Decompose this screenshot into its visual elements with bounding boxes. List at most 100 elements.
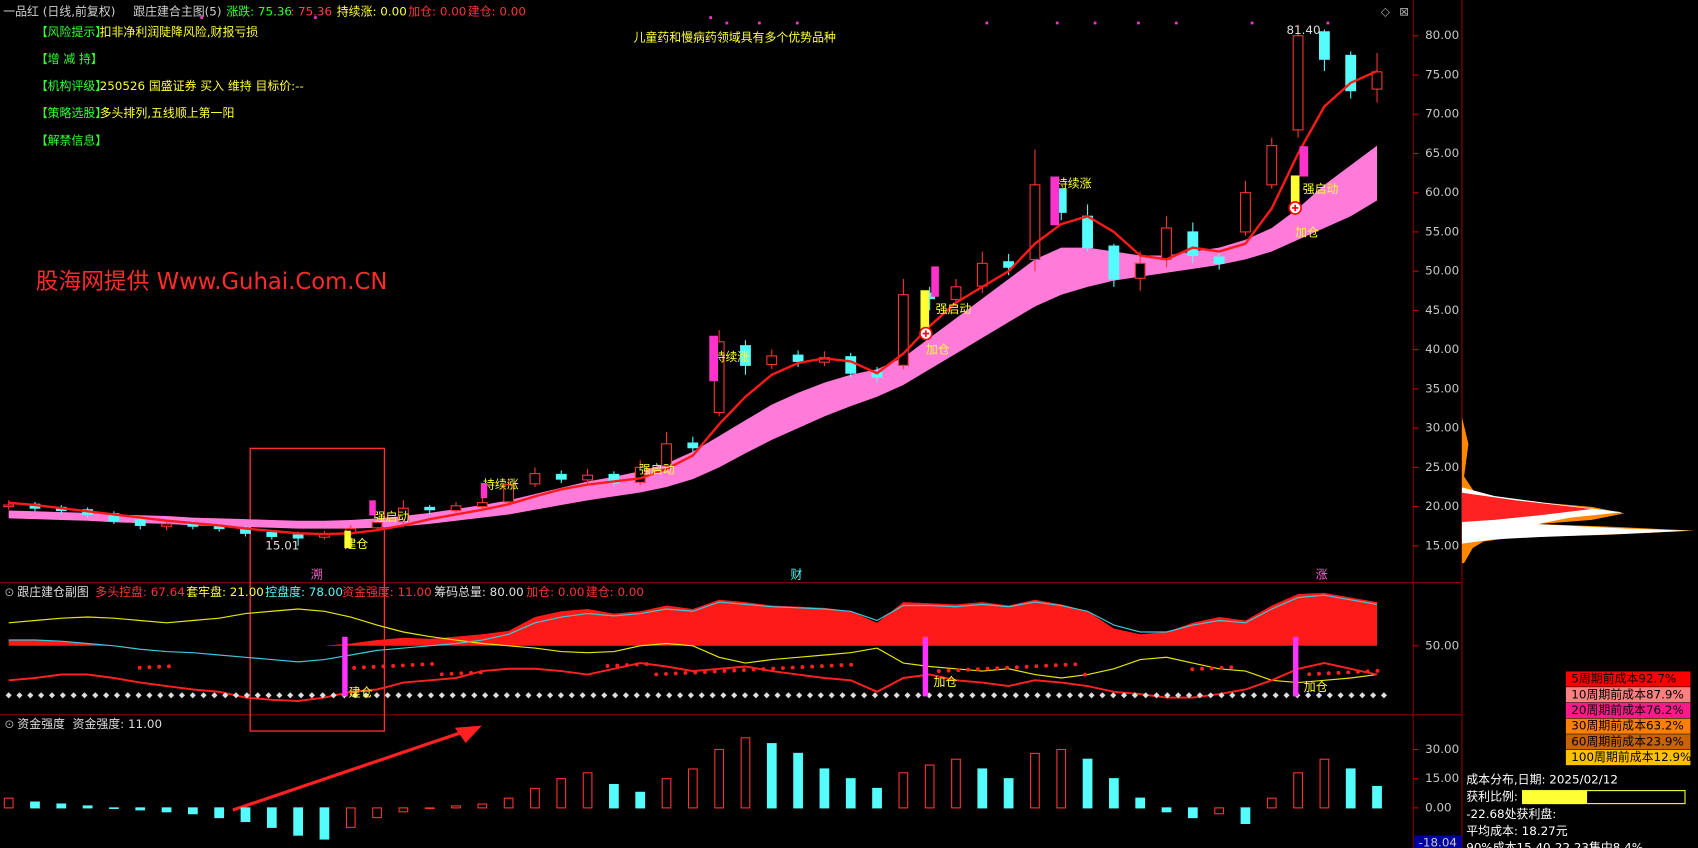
strength-bar xyxy=(1109,778,1119,809)
strength-bar xyxy=(135,807,146,811)
legend-entry: 5周期前成本92.7% xyxy=(1571,672,1676,686)
red-dot xyxy=(361,665,366,670)
panel-icon[interactable]: ⊙ xyxy=(4,717,14,731)
indicator-line xyxy=(8,594,1378,663)
strength-bar xyxy=(1030,752,1040,809)
strength-bar xyxy=(1187,807,1198,819)
diamond-dot xyxy=(915,692,922,699)
strength-bar xyxy=(609,783,619,809)
annotation: 财 xyxy=(791,568,803,582)
red-dot xyxy=(1034,664,1039,669)
candle-body xyxy=(3,504,15,508)
strength-bar xyxy=(1319,758,1330,809)
signal-dot xyxy=(314,16,317,19)
candle-body xyxy=(1082,215,1093,249)
red-dot xyxy=(644,662,649,666)
arrow-head xyxy=(454,725,482,743)
red-dot xyxy=(1083,672,1088,677)
header-item: 一品红 (日线,前复权) xyxy=(3,4,115,18)
candle-body xyxy=(582,474,594,481)
candle-body xyxy=(687,442,699,449)
red-dot xyxy=(1365,669,1370,674)
candle-body xyxy=(555,473,567,480)
diamond-dot xyxy=(633,692,640,699)
note-text: 多头排列,五线顺上第一阳 xyxy=(100,106,235,120)
annotation: 强启动 xyxy=(374,510,410,524)
annotation: 强启动 xyxy=(1303,182,1339,196)
strength-bar xyxy=(766,743,777,809)
red-dot xyxy=(1014,665,1019,670)
diamond-dot xyxy=(1185,692,1193,699)
red-dot xyxy=(985,666,990,671)
red-dot xyxy=(849,662,854,667)
red-dot xyxy=(1209,666,1214,671)
strength-bar xyxy=(635,791,646,809)
diamond-dot xyxy=(882,692,889,699)
y-tick-label: 50.00 xyxy=(1425,638,1459,652)
cost-band xyxy=(8,145,1378,529)
headline: 儿童药和慢病药领域具有多个优势品种 xyxy=(634,30,836,44)
annotation: 加仓 xyxy=(933,675,957,689)
arrow xyxy=(232,729,467,812)
collapse-icon[interactable]: ◇ xyxy=(1381,4,1391,18)
panel-item: 筹码总量: 80.00 xyxy=(434,585,524,599)
strength-bar xyxy=(1266,797,1277,809)
strength-bar xyxy=(740,737,751,809)
diamond-dot xyxy=(1380,692,1388,699)
candle-body xyxy=(134,519,146,526)
candle-body xyxy=(897,294,909,366)
y-tick-label: 0.00 xyxy=(1425,800,1452,814)
diamond-dot xyxy=(1164,692,1171,699)
red-dot xyxy=(839,663,844,668)
diamond-dot xyxy=(1196,692,1203,699)
annotation: 加仓 xyxy=(1304,680,1328,694)
red-dot xyxy=(771,666,776,671)
red-dot xyxy=(1317,671,1321,676)
signal-dot xyxy=(985,21,989,25)
signal-bar xyxy=(931,266,939,297)
red-dot xyxy=(1044,663,1049,668)
signal-bar xyxy=(1050,176,1060,226)
panel-title: 资金强度 xyxy=(17,717,65,731)
strength-bar xyxy=(266,807,277,828)
red-dot xyxy=(1229,665,1234,670)
candle-body xyxy=(1240,192,1251,233)
panel-icon[interactable]: ⊙ xyxy=(4,585,14,599)
annotation: 涨 xyxy=(1316,568,1328,582)
red-dot xyxy=(400,663,405,668)
annotation: 15.01 xyxy=(265,538,299,552)
signal-dot xyxy=(1055,21,1059,25)
red-dot xyxy=(732,668,737,673)
y-tick-label: 60.00 xyxy=(1425,185,1459,199)
legend-swatch xyxy=(1565,718,1691,734)
watermark: 股海网提供 Www.Guhai.Com.CN xyxy=(36,269,388,295)
signal-bar xyxy=(1292,636,1299,697)
red-dot xyxy=(449,671,454,676)
strength-bar xyxy=(187,807,198,815)
candle-body xyxy=(1029,184,1041,260)
red-dot xyxy=(722,669,727,673)
red-dot xyxy=(780,666,785,671)
strength-bar xyxy=(582,772,593,809)
strength-bar xyxy=(372,807,382,819)
candle-body xyxy=(503,484,515,503)
red-dot xyxy=(1375,668,1380,673)
legend-entry: 20周期前成本76.2% xyxy=(1571,703,1684,717)
close-icon[interactable]: ⊠ xyxy=(1399,4,1409,18)
strength-bar xyxy=(1293,772,1303,809)
candle-body xyxy=(1134,262,1146,279)
strength-bar xyxy=(161,807,172,813)
diamond-dot xyxy=(1077,692,1084,699)
chip-line: 90%成本15.40-22.23集中8.4% xyxy=(1466,840,1643,848)
legend-swatch xyxy=(1565,749,1691,766)
diamond-dot xyxy=(1250,692,1258,699)
annotation: 建仓 xyxy=(349,686,373,700)
diamond-dot xyxy=(1326,692,1333,699)
diamond-dot xyxy=(1142,692,1149,699)
signal-dot xyxy=(725,21,729,25)
y-tick-label: 30.00 xyxy=(1425,742,1459,756)
strength-bar xyxy=(1240,807,1251,825)
candle-body xyxy=(950,286,962,300)
note-label: 【风险提示】 xyxy=(36,25,107,39)
